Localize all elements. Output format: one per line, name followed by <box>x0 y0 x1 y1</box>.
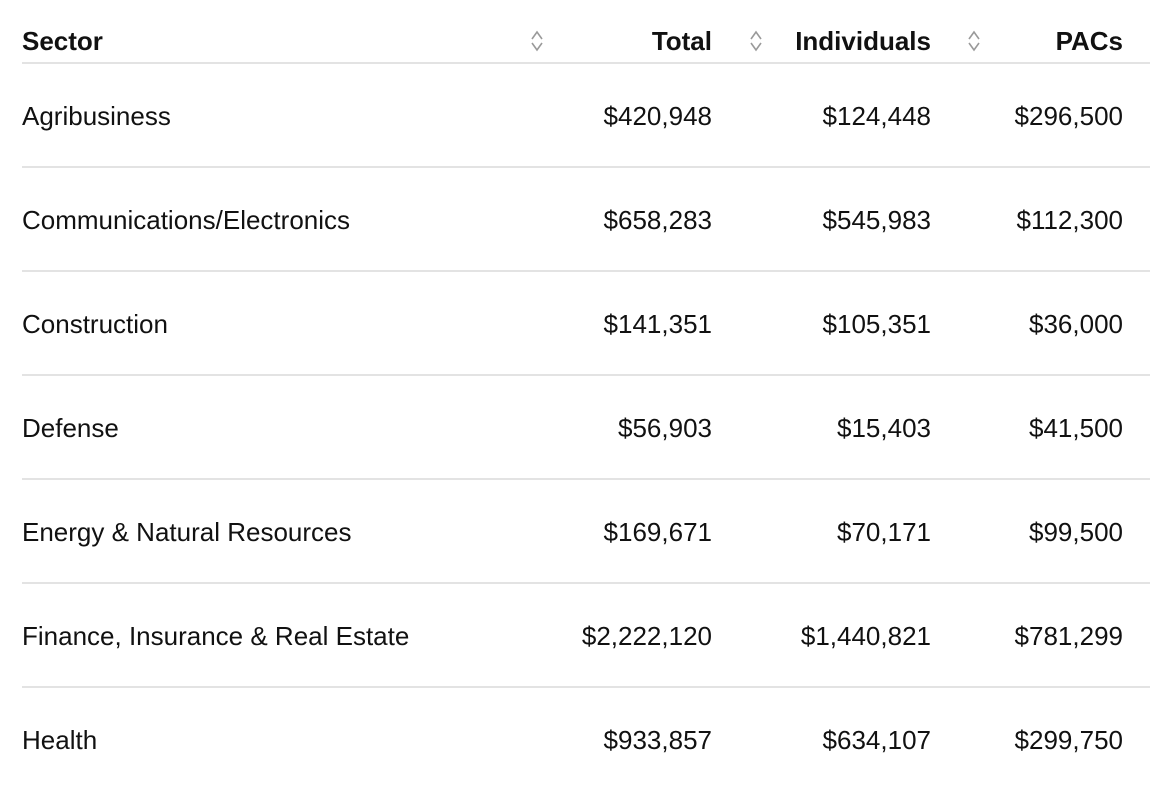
sort-toggle-icon[interactable] <box>530 27 544 55</box>
sector-cell: Communications/Electronics <box>22 205 351 235</box>
table-row: Defense $56,903 $15,403 $41,500 <box>22 376 1150 480</box>
total-cell: $420,948 <box>603 101 712 131</box>
total-cell: $169,671 <box>603 517 712 547</box>
total-cell: $56,903 <box>618 413 712 443</box>
table-row: Construction $141,351 $105,351 $36,000 <box>22 272 1150 376</box>
table-row: Health $933,857 $634,107 $299,750 <box>22 688 1150 792</box>
individuals-cell: $105,351 <box>822 309 931 339</box>
individuals-cell: $545,983 <box>822 205 931 235</box>
column-header-individuals[interactable]: Individuals <box>795 26 931 56</box>
sector-cell: Defense <box>22 413 119 443</box>
table-row: Communications/Electronics $658,283 $545… <box>22 168 1150 272</box>
column-header-sector[interactable]: Sector <box>22 26 103 56</box>
sector-cell: Energy & Natural Resources <box>22 517 352 547</box>
individuals-cell: $15,403 <box>837 413 931 443</box>
individuals-cell: $124,448 <box>822 101 931 131</box>
sort-toggle-icon[interactable] <box>967 27 981 55</box>
sector-cell: Finance, Insurance & Real Estate <box>22 621 410 651</box>
pacs-cell: $112,300 <box>1016 205 1123 235</box>
pacs-cell: $299,750 <box>1014 725 1123 755</box>
individuals-cell: $1,440,821 <box>800 621 931 651</box>
sector-cell: Health <box>22 725 98 755</box>
sector-contributions-table: Sector Total Individuals PACs Agribusine… <box>22 0 1150 792</box>
sector-cell: Agribusiness <box>22 101 171 131</box>
pacs-cell: $296,500 <box>1014 101 1123 131</box>
table-row: Agribusiness $420,948 $124,448 $296,500 <box>22 64 1150 168</box>
total-cell: $2,222,120 <box>581 621 712 651</box>
pacs-cell: $99,500 <box>1029 517 1123 547</box>
pacs-cell: $41,500 <box>1029 413 1123 443</box>
total-cell: $933,857 <box>603 725 712 755</box>
sector-cell: Construction <box>22 309 168 339</box>
total-cell: $141,351 <box>603 309 712 339</box>
total-cell: $658,283 <box>603 205 712 235</box>
table-row: Finance, Insurance & Real Estate $2,222,… <box>22 584 1150 688</box>
table-body: Agribusiness $420,948 $124,448 $296,500 … <box>22 64 1150 792</box>
individuals-cell: $70,171 <box>837 517 931 547</box>
sort-toggle-icon[interactable] <box>749 27 763 55</box>
pacs-cell: $781,299 <box>1014 621 1123 651</box>
table-row: Energy & Natural Resources $169,671 $70,… <box>22 480 1150 584</box>
pacs-cell: $36,000 <box>1029 309 1123 339</box>
table-header: Sector Total Individuals PACs <box>22 0 1150 64</box>
column-header-pacs[interactable]: PACs <box>1055 26 1123 56</box>
column-header-total[interactable]: Total <box>651 26 712 56</box>
individuals-cell: $634,107 <box>822 725 931 755</box>
